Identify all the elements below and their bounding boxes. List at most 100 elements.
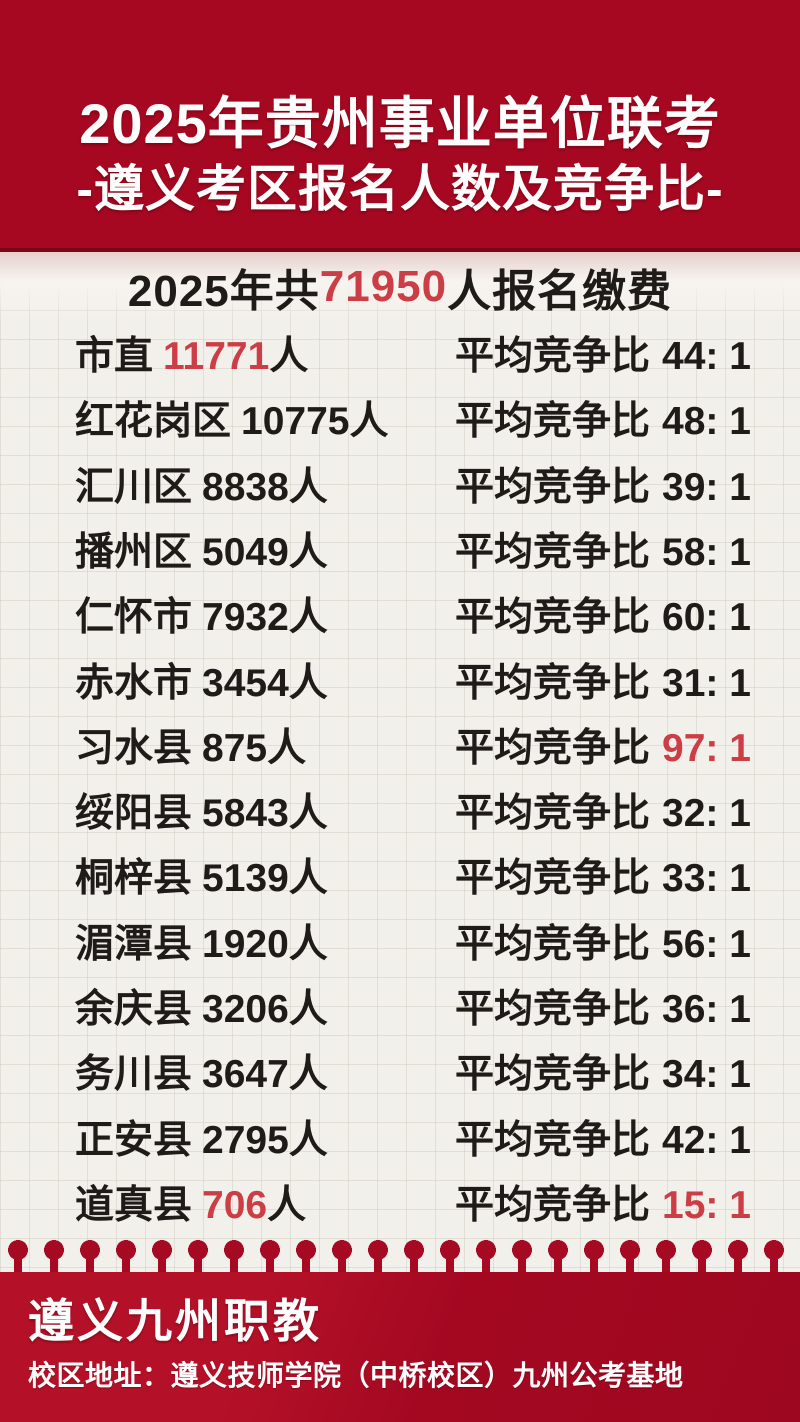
- ratio-value: 33: 1: [662, 857, 751, 901]
- district-count-cell: 播州区 5049人: [75, 533, 455, 572]
- competition-ratio-cell: 平均竞争比 60: 1: [455, 598, 800, 637]
- ratio-label: 平均竞争比: [455, 661, 651, 705]
- ratio-value: 44: 1: [662, 335, 751, 379]
- ratio-value: 32: 1: [662, 792, 751, 836]
- ratio-value: 39: 1: [662, 465, 751, 509]
- ratio-value: 60: 1: [662, 596, 751, 640]
- district-count-value: 3206: [202, 987, 289, 1031]
- person-suffix: 人: [288, 1053, 328, 1097]
- district-row: 正安县 2795人 平均竞争比 42: 1: [0, 1121, 800, 1160]
- competition-ratio-cell: 平均竞争比 34: 1: [455, 1055, 800, 1094]
- district-count-value: 8838: [202, 465, 289, 509]
- person-suffix: 人: [288, 530, 328, 574]
- competition-ratio-cell: 平均竞争比 97: 1: [455, 729, 800, 768]
- brand-name: 遵义九州职教: [28, 1295, 322, 1347]
- ratio-label: 平均竞争比: [455, 792, 651, 836]
- district-count-cell: 正安县 2795人: [75, 1121, 455, 1160]
- district-count-value: 706: [202, 1183, 268, 1227]
- ratio-label: 平均竞争比: [455, 857, 651, 901]
- competition-ratio-cell: 平均竞争比 42: 1: [455, 1121, 800, 1160]
- district-count-value: 5843: [202, 792, 289, 836]
- person-suffix: 人: [267, 1183, 307, 1227]
- district-name: 习水县: [75, 726, 193, 770]
- person-suffix: 人: [267, 726, 307, 770]
- district-name: 务川县: [75, 1053, 193, 1097]
- district-count-value: 1920: [202, 922, 289, 966]
- district-row: 道真县 706人 平均竞争比 15: 1: [0, 1186, 800, 1225]
- competition-ratio-cell: 平均竞争比 48: 1: [455, 402, 800, 441]
- district-row: 余庆县 3206人 平均竞争比 36: 1: [0, 990, 800, 1029]
- district-count-cell: 湄潭县 1920人: [75, 925, 455, 964]
- person-suffix: 人: [288, 596, 328, 640]
- district-name: 正安县: [75, 1118, 193, 1162]
- ratio-label: 平均竞争比: [455, 530, 651, 574]
- ratio-label: 平均竞争比: [455, 465, 651, 509]
- ratio-label: 平均竞争比: [455, 1053, 651, 1097]
- district-count-value: 3647: [202, 1053, 289, 1097]
- summary-suffix: 人报名缴费: [447, 267, 673, 316]
- summary-total: 71950: [319, 262, 448, 311]
- district-row: 汇川区 8838人 平均竞争比 39: 1: [0, 468, 800, 507]
- district-count-value: 875: [202, 726, 268, 770]
- district-name: 汇川区: [75, 465, 193, 509]
- ratio-value: 36: 1: [662, 987, 751, 1031]
- ratio-value: 97: 1: [662, 726, 751, 770]
- district-count-value: 5139: [202, 857, 289, 901]
- ratio-value: 58: 1: [662, 530, 751, 574]
- summary-banner: 2025年共 71950 人报名缴费: [0, 252, 800, 322]
- competition-ratio-cell: 平均竞争比 44: 1: [455, 337, 800, 376]
- competition-ratio-cell: 平均竞争比 32: 1: [455, 794, 800, 833]
- district-count-cell: 道真县 706人: [75, 1186, 455, 1225]
- district-name: 余庆县: [75, 987, 193, 1031]
- ratio-label: 平均竞争比: [455, 922, 651, 966]
- district-name: 市直: [75, 335, 154, 379]
- district-count-cell: 绥阳县 5843人: [75, 794, 455, 833]
- district-count-value: 10775: [241, 400, 350, 444]
- district-name: 仁怀市: [75, 596, 193, 640]
- district-count-cell: 赤水市 3454人: [75, 664, 455, 703]
- district-count-cell: 务川县 3647人: [75, 1055, 455, 1094]
- district-count-cell: 市直 11771人: [75, 337, 455, 376]
- ratio-label: 平均竞争比: [455, 987, 651, 1031]
- ratio-value: 56: 1: [662, 922, 751, 966]
- person-suffix: 人: [349, 400, 389, 444]
- ratio-value: 31: 1: [662, 661, 751, 705]
- district-count-value: 5049: [202, 530, 289, 574]
- person-suffix: 人: [288, 661, 328, 705]
- ratio-value: 34: 1: [662, 1053, 751, 1097]
- summary-prefix: 2025年共: [127, 267, 320, 316]
- district-name: 红花岗区: [75, 400, 232, 444]
- district-row: 市直 11771人 平均竞争比 44: 1: [0, 337, 800, 376]
- ratio-label: 平均竞争比: [455, 400, 651, 444]
- person-suffix: 人: [288, 922, 328, 966]
- district-count-value: 7932: [202, 596, 289, 640]
- competition-ratio-cell: 平均竞争比 58: 1: [455, 533, 800, 572]
- person-suffix: 人: [288, 987, 328, 1031]
- ratio-value: 48: 1: [662, 400, 751, 444]
- ratio-value: 15: 1: [662, 1183, 751, 1227]
- district-count-value: 3454: [202, 661, 289, 705]
- district-count-value: 2795: [202, 1118, 289, 1162]
- footer-banner: 遵义九州职教 校区地址：遵义技师学院（中桥校区）九州公考基地: [0, 1238, 800, 1422]
- ratio-value: 42: 1: [662, 1118, 751, 1162]
- district-name: 桐梓县: [75, 857, 193, 901]
- competition-ratio-cell: 平均竞争比 56: 1: [455, 925, 800, 964]
- district-row: 习水县 875人 平均竞争比 97: 1: [0, 729, 800, 768]
- ratio-label: 平均竞争比: [455, 335, 651, 379]
- district-count-cell: 余庆县 3206人: [75, 990, 455, 1029]
- competition-ratio-cell: 平均竞争比 36: 1: [455, 990, 800, 1029]
- person-suffix: 人: [288, 1118, 328, 1162]
- district-row: 湄潭县 1920人 平均竞争比 56: 1: [0, 925, 800, 964]
- district-row: 播州区 5049人 平均竞争比 58: 1: [0, 533, 800, 572]
- district-count-value: 11771: [163, 335, 270, 379]
- district-name: 道真县: [75, 1183, 193, 1227]
- competition-ratio-cell: 平均竞争比 39: 1: [455, 468, 800, 507]
- person-suffix: 人: [288, 465, 328, 509]
- district-name: 绥阳县: [75, 792, 193, 836]
- competition-ratio-cell: 平均竞争比 31: 1: [455, 664, 800, 703]
- district-row: 仁怀市 7932人 平均竞争比 60: 1: [0, 598, 800, 637]
- competition-ratio-cell: 平均竞争比 33: 1: [455, 859, 800, 898]
- district-name: 赤水市: [75, 661, 193, 705]
- person-suffix: 人: [269, 335, 309, 379]
